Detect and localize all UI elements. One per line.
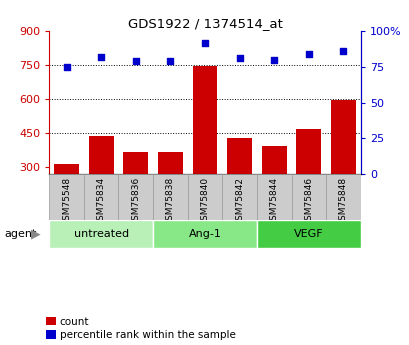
Bar <box>118 174 153 220</box>
Bar <box>49 220 153 248</box>
Point <box>236 56 242 61</box>
Text: ▶: ▶ <box>31 228 40 241</box>
Text: GSM75842: GSM75842 <box>234 177 243 226</box>
Bar <box>123 151 148 236</box>
Text: GSM75838: GSM75838 <box>166 177 175 226</box>
Point <box>270 57 277 62</box>
Text: VEGF: VEGF <box>293 229 323 239</box>
Title: GDS1922 / 1374514_at: GDS1922 / 1374514_at <box>127 17 282 30</box>
Text: GSM75834: GSM75834 <box>97 177 106 226</box>
Text: GSM75840: GSM75840 <box>200 177 209 226</box>
Text: GSM75846: GSM75846 <box>303 177 312 226</box>
Bar <box>291 174 326 220</box>
Point <box>98 54 104 60</box>
Text: GSM75836: GSM75836 <box>131 177 140 226</box>
Bar <box>222 174 256 220</box>
Bar <box>296 129 321 236</box>
Point <box>339 48 346 54</box>
Bar <box>187 174 222 220</box>
Bar <box>227 138 252 236</box>
Text: untreated: untreated <box>73 229 128 239</box>
Point <box>201 40 208 45</box>
Bar <box>261 146 286 236</box>
Bar <box>153 174 187 220</box>
Text: agent: agent <box>4 229 36 239</box>
Bar <box>153 220 256 248</box>
Bar <box>192 66 217 236</box>
Bar <box>330 100 355 236</box>
Point <box>305 51 311 57</box>
Bar <box>256 174 291 220</box>
Bar <box>49 174 83 220</box>
Point <box>167 58 173 64</box>
Bar <box>54 164 79 236</box>
Text: GSM75844: GSM75844 <box>269 177 278 226</box>
Bar <box>326 174 360 220</box>
Point <box>63 64 70 70</box>
Point <box>132 58 139 64</box>
Bar <box>88 136 113 236</box>
Text: Ang-1: Ang-1 <box>188 229 221 239</box>
Legend: count, percentile rank within the sample: count, percentile rank within the sample <box>46 317 235 340</box>
Bar <box>256 220 360 248</box>
Bar <box>83 174 118 220</box>
Text: GSM75848: GSM75848 <box>338 177 347 226</box>
Bar <box>157 152 182 236</box>
Text: GSM75548: GSM75548 <box>62 177 71 226</box>
